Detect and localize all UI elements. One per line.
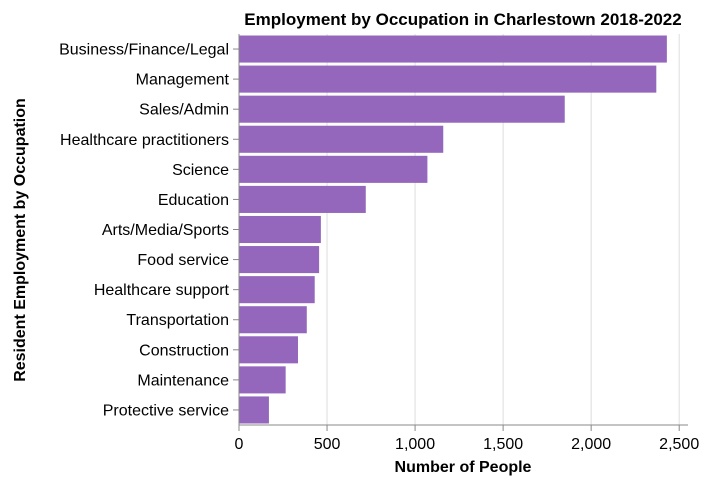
- y-tick-label: Management: [136, 72, 230, 89]
- bar-6: [239, 215, 321, 244]
- bar-12: [239, 396, 269, 424]
- x-tick-label: 0: [235, 436, 244, 453]
- x-tick-label: 1,500: [483, 436, 523, 453]
- y-tick-label: Sales/Admin: [139, 102, 229, 119]
- bars: [239, 35, 667, 424]
- y-tick-label: Healthcare practitioners: [60, 132, 229, 149]
- x-tick-label: 500: [314, 436, 341, 453]
- axes: [233, 34, 688, 431]
- bar-3: [239, 125, 444, 153]
- y-tick-label: Science: [172, 162, 229, 179]
- bar-1: [239, 65, 657, 93]
- bar-5: [239, 185, 366, 213]
- y-tick-label: Transportation: [126, 312, 229, 329]
- y-tick-label: Maintenance: [137, 372, 229, 389]
- labels: Business/Finance/Legal Management Sales/Ad…: [59, 42, 699, 453]
- y-tick-label: Healthcare support: [94, 282, 230, 299]
- x-tick-label: 1,000: [395, 436, 435, 453]
- bar-0: [239, 35, 667, 63]
- y-tick-label: Protective service: [103, 402, 229, 419]
- y-tick-label: Construction: [139, 342, 229, 359]
- y-tick-label: Business/Finance/Legal: [59, 42, 229, 59]
- x-axis-title: Number of People: [395, 459, 532, 476]
- bar-2: [239, 95, 565, 123]
- bar-8: [239, 276, 315, 304]
- y-axis-title: Resident Employment by Occupation: [12, 98, 29, 382]
- bar-10: [239, 336, 298, 364]
- x-tick-label: 2,500: [659, 436, 699, 453]
- y-tick-label: Food service: [137, 252, 229, 269]
- x-tick-label: 2,000: [571, 436, 611, 453]
- chart-title: Employment by Occupation in Charlestown …: [244, 10, 681, 29]
- bar-9: [239, 306, 307, 334]
- bar-4: [239, 155, 428, 183]
- bar-11: [239, 366, 286, 394]
- y-tick-label: Arts/Media/Sports: [102, 222, 229, 239]
- y-tick-label: Education: [158, 192, 229, 209]
- bar-7: [239, 246, 320, 274]
